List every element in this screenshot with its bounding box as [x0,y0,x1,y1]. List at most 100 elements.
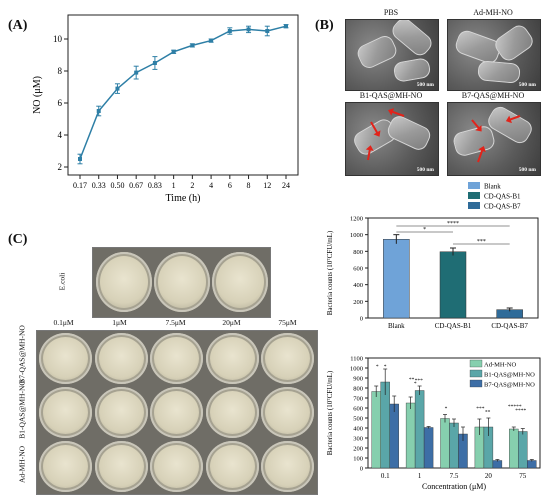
x-axis-label: Concentration (μM) [422,482,486,491]
significance-label: *** [476,406,485,412]
x-tick-label: 75 [519,472,527,480]
bar [492,460,503,469]
x-tick-label: 24 [282,181,290,190]
bar [518,431,528,469]
x-tick-label: 2 [190,181,194,190]
y-tick-label: 0 [360,466,363,473]
petri-dish [205,441,259,492]
panel-a-label: (A) [8,18,28,33]
legend-swatch [468,182,480,189]
y-axis-label: Bacteria counts (10⁷CFU/mL) [326,230,334,315]
significance-label: **** [447,221,459,227]
data-point [265,29,270,33]
row-label-ad: Ad-MH-NO [17,445,27,484]
legend-swatch [468,192,480,199]
bar [440,418,450,469]
y-tick-label: 500 [353,416,363,423]
petri-dish [205,387,259,438]
x-tick-label: CD-QAS-B1 [435,322,472,330]
y-tick-label: 100 [353,456,363,463]
x-tick-label: 4 [209,181,213,190]
bar [414,390,425,469]
data-point [115,86,120,91]
y-tick-label: 400 [353,426,363,433]
bacterium-rod [354,33,400,71]
row-label-b1: B1-QAS@MH-NO [17,380,27,439]
x-tick-label: 8 [247,181,251,190]
sem-image-b1: 500 nm [345,102,439,176]
scale-bar: 500 nm [416,167,434,173]
y-tick-label: 1000 [350,232,363,239]
significance-label: *** [477,239,486,245]
petri-dish [154,252,210,312]
bar [383,239,410,319]
y-axis-label: Bacteria counts (10⁷CFU/mL) [326,370,334,455]
bacterium-rod [384,113,434,153]
x-tick-label: 0.83 [148,181,162,190]
sem-image-b7: 500 nm [447,102,541,176]
ecoli-dish-row [92,247,271,318]
x-tick-label: 0.33 [92,181,106,190]
significance-label: * [376,364,379,370]
bar [439,251,467,319]
x-tick-label: 20 [485,472,493,480]
data-point [190,43,195,48]
y-tick-label: 4 [58,130,63,140]
col-header-7-5um: 7.5μM [165,318,186,327]
y-tick-label: 1000 [350,366,363,373]
bar [449,422,459,469]
y-tick-label: 10 [53,34,63,44]
bacterium-rod [491,22,537,64]
y-tick-label: 200 [353,299,363,306]
plot-frame [67,14,299,176]
petri-dish [150,441,203,492]
y-tick-label: 0 [360,316,363,323]
petri-dish [261,333,314,384]
bar [423,427,434,469]
significance-label: * [423,227,426,233]
bar [527,460,537,469]
x-tick-label: 0.67 [129,181,143,190]
y-tick-label: 6 [58,98,63,108]
col-header-1um: 1μM [112,318,127,327]
panel-b-label: (B) [315,18,334,33]
petri-dish [150,333,203,384]
x-tick-label: 12 [263,181,271,190]
petri-dish [94,387,148,438]
y-tick-label: 1100 [350,356,363,363]
sem-title-pbs: PBS [383,8,399,17]
y-tick-label: 2 [58,162,63,172]
data-point [152,61,157,65]
ecoli-label: E.coli [57,272,67,291]
data-point [78,157,82,161]
panel-c-label: (C) [8,232,28,247]
x-tick-label: 0.50 [110,181,124,190]
legend-swatch [469,379,483,388]
petri-dish [39,333,92,384]
petri-dish [205,333,259,384]
y-tick-label: 600 [353,406,363,413]
x-tick-label: 0.17 [73,181,87,190]
legend-swatch [469,359,483,368]
sem-title-b7: B7-QAS@MH-NO [461,91,525,100]
data-point [209,38,214,43]
bar [509,428,519,469]
scale-bar: 500 nm [518,167,536,173]
legend-label: Blank [484,183,501,191]
sem-title-ad-mh-no: Ad-MH-NO [473,8,513,17]
significance-label: * [414,381,417,387]
dish-grid [36,330,318,495]
data-point [284,24,288,29]
y-tick-label: 200 [353,446,363,453]
petri-dish [261,387,314,438]
bacteria-count-bar-chart: 0 200 400 600 800 1000 1200 Bacteria counts (10… [326,182,539,330]
y-tick-label: 600 [353,266,363,273]
petri-dish [261,441,314,492]
legend-label: B1-QAS@MH-NO [484,372,535,379]
x-tick-label: Blank [388,322,405,330]
x-tick-label: 1 [418,472,422,480]
y-tick-label: 900 [353,376,363,383]
y-tick-label: 400 [353,282,363,289]
bar [371,391,381,469]
arrow-icon [367,148,372,161]
